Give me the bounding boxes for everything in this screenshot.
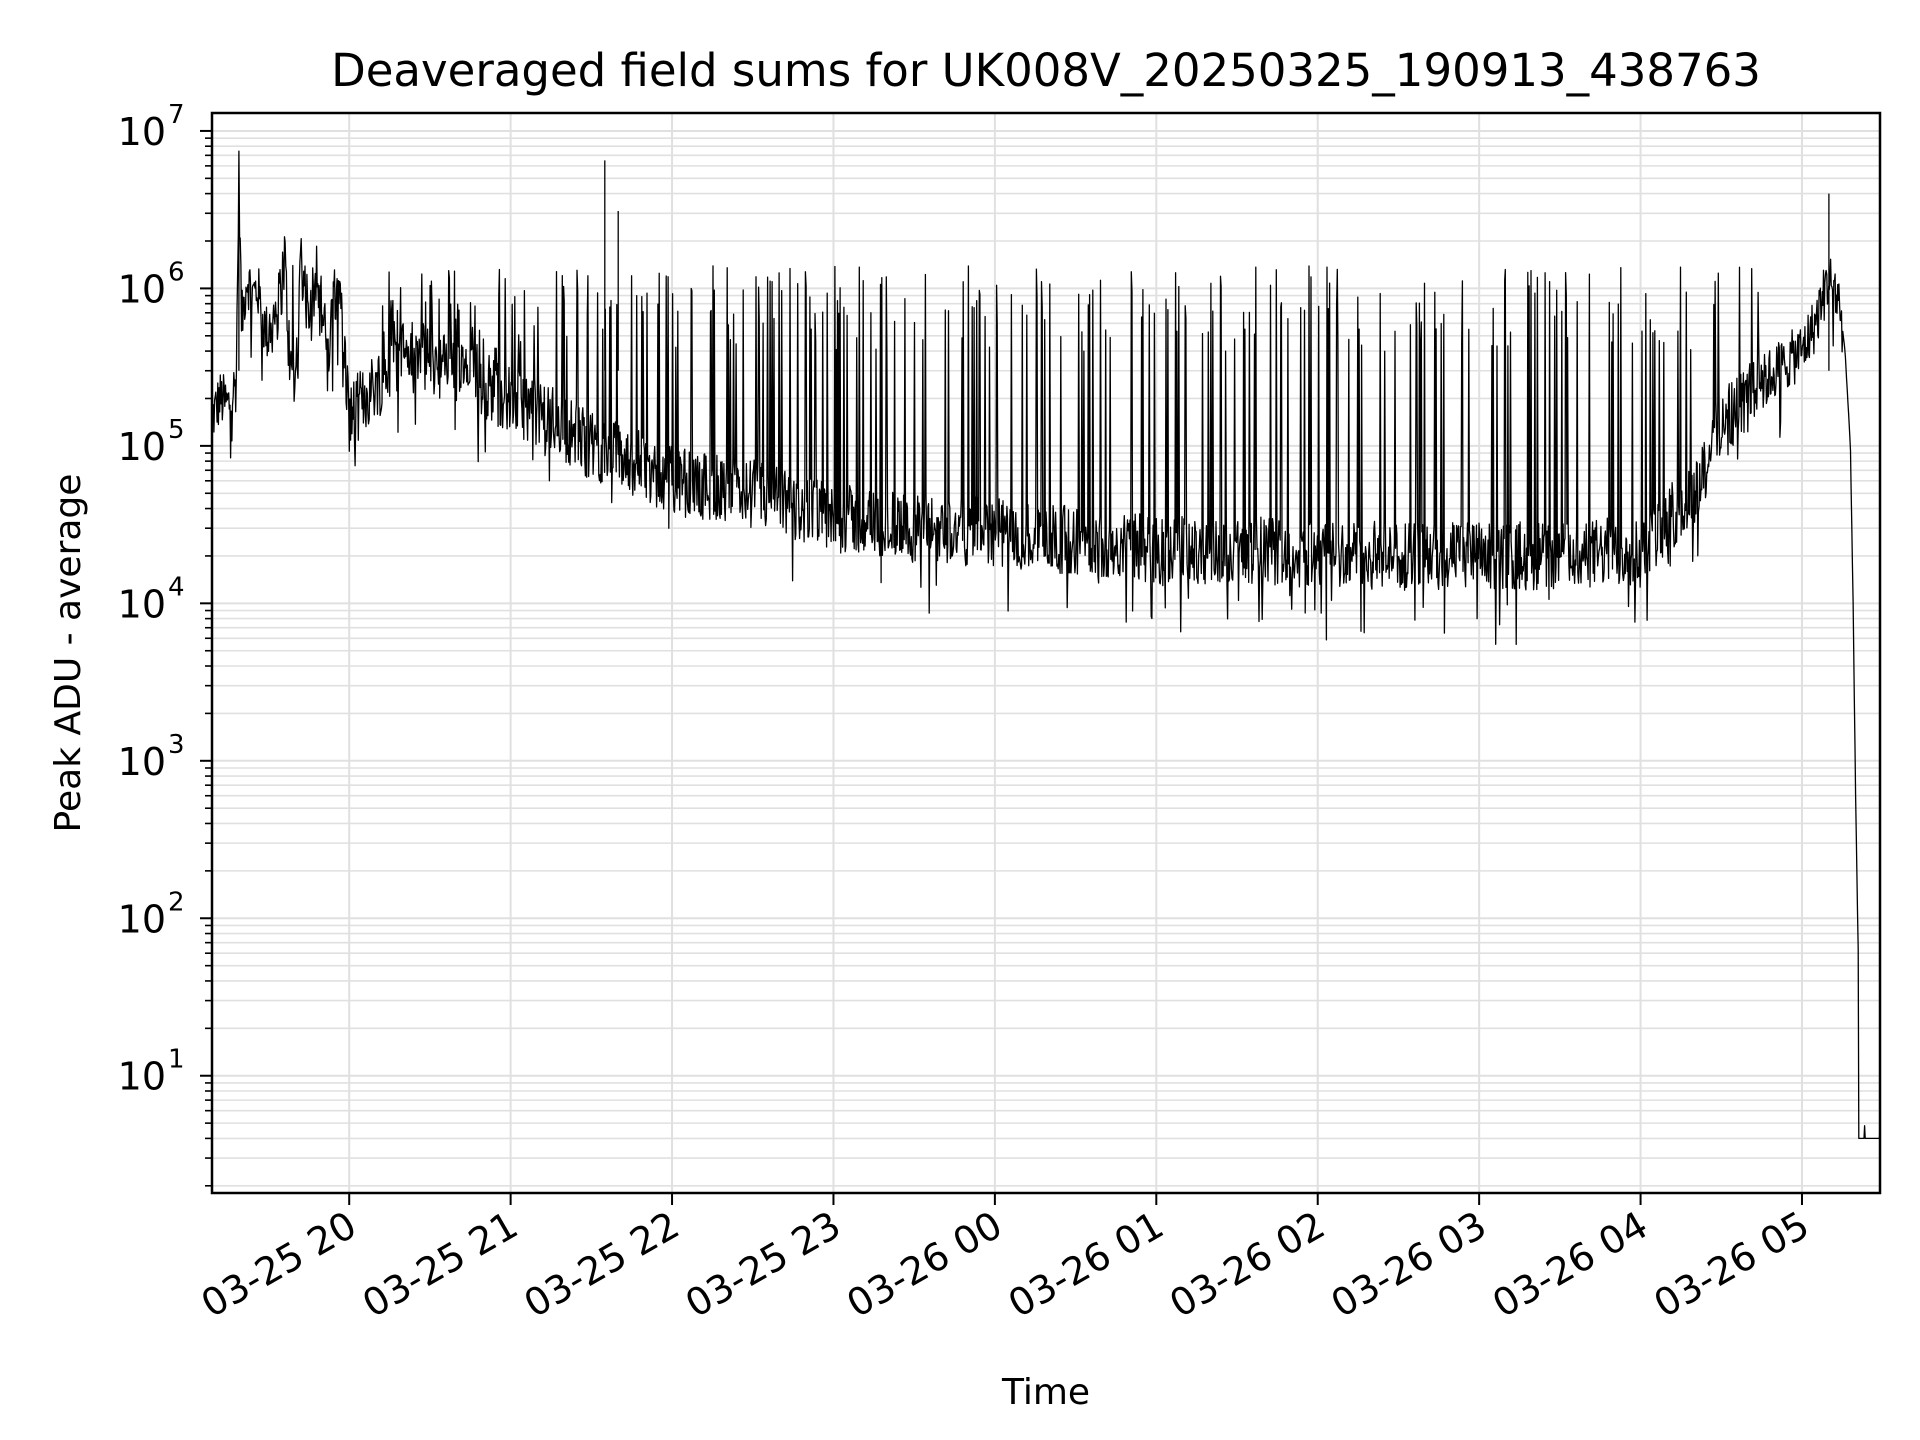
y-tick-exponent: 3 [168, 730, 185, 760]
chart-title: Deaveraged field sums for UK008V_2025032… [331, 44, 1761, 97]
y-tick-exponent: 6 [168, 257, 185, 287]
y-tick-exponent: 7 [168, 100, 185, 130]
y-tick-label: 10 [118, 740, 166, 784]
y-tick-label: 10 [118, 582, 166, 626]
series-line [211, 150, 1881, 1140]
minor-grid [212, 137, 1880, 1187]
y-tick-label: 10 [118, 1055, 166, 1099]
y-tick-exponent: 2 [168, 887, 185, 917]
y-tick-label: 10 [118, 897, 166, 941]
y-axis-label: Peak ADU - average [48, 474, 89, 833]
x-axis-label: Time [1001, 1372, 1090, 1413]
major-grid [212, 113, 1880, 1193]
y-tick-label: 10 [118, 267, 166, 311]
y-tick-exponent: 1 [168, 1045, 185, 1075]
y-tick-exponent: 5 [168, 415, 185, 445]
plot-frame [210, 111, 1882, 1195]
y-tick-exponent: 4 [168, 572, 185, 602]
y-tick-label: 10 [118, 110, 166, 154]
y-tick-label: 10 [118, 425, 166, 469]
